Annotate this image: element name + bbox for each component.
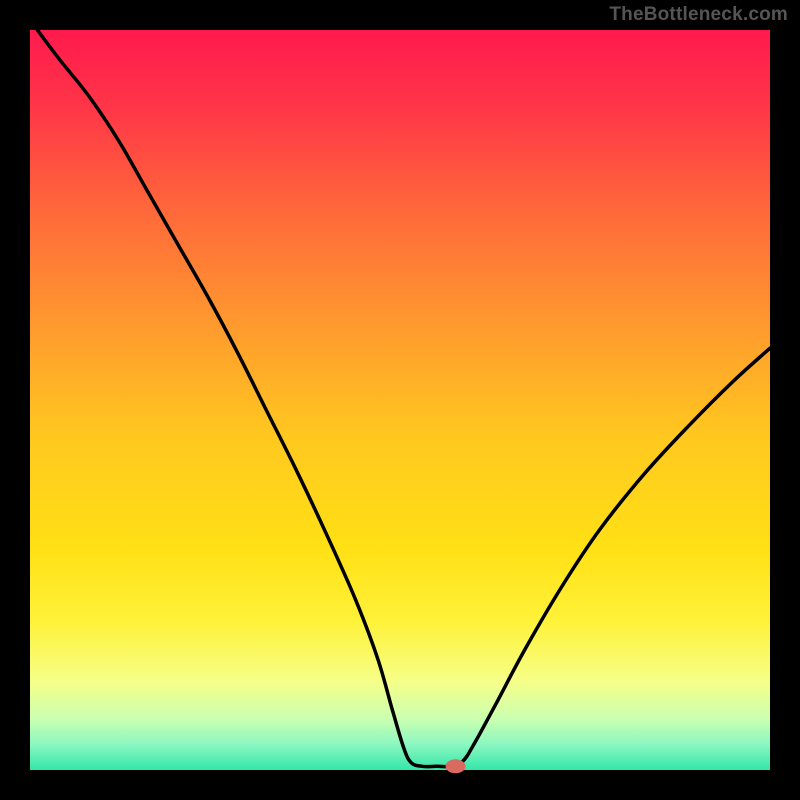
- plot-background: [30, 30, 770, 770]
- watermark-label: TheBottleneck.com: [609, 4, 788, 26]
- bottleneck-chart: [0, 0, 800, 800]
- minimum-marker: [446, 759, 466, 773]
- chart-container: TheBottleneck.com: [0, 0, 800, 800]
